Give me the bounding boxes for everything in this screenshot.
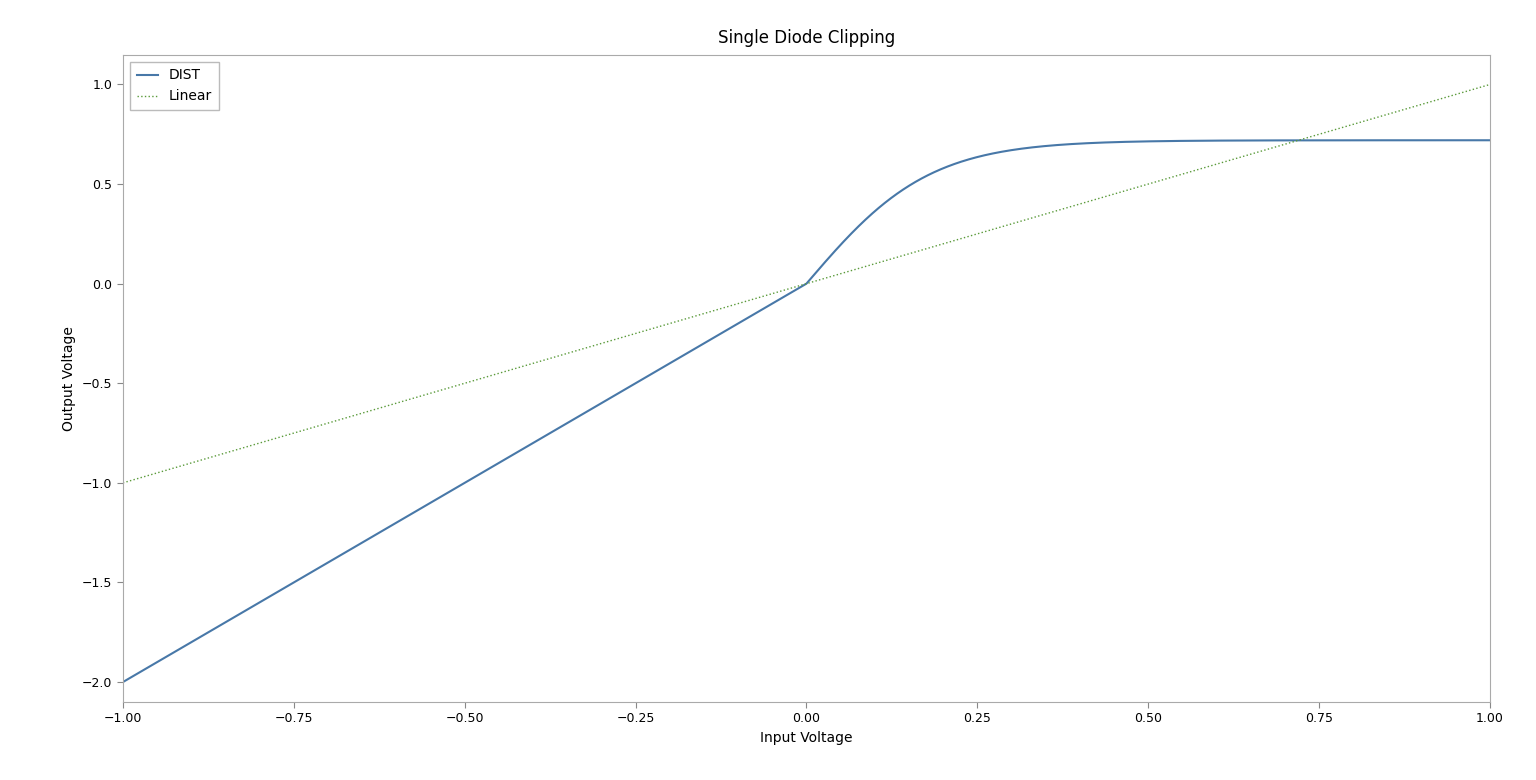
DIST <box>114 677 132 686</box>
Linear <box>1481 80 1499 89</box>
DIST <box>1441 136 1459 145</box>
DIST <box>183 636 201 646</box>
Title: Single Diode Clipping: Single Diode Clipping <box>717 30 895 48</box>
DIST <box>779 290 797 300</box>
Linear <box>114 478 132 488</box>
Linear <box>779 285 797 294</box>
Linear <box>742 295 760 304</box>
DIST <box>1190 136 1209 145</box>
Linear <box>183 458 201 467</box>
DIST <box>742 311 760 321</box>
X-axis label: Input Voltage: Input Voltage <box>760 731 852 745</box>
Linear <box>1441 91 1459 101</box>
Line: Linear: Linear <box>123 84 1490 483</box>
Linear <box>1441 91 1459 101</box>
Linear <box>1190 165 1209 174</box>
DIST <box>1481 136 1499 145</box>
DIST <box>1441 136 1459 145</box>
Y-axis label: Output Voltage: Output Voltage <box>63 326 77 431</box>
Line: DIST: DIST <box>123 140 1490 682</box>
Legend: DIST, Linear: DIST, Linear <box>131 62 220 111</box>
